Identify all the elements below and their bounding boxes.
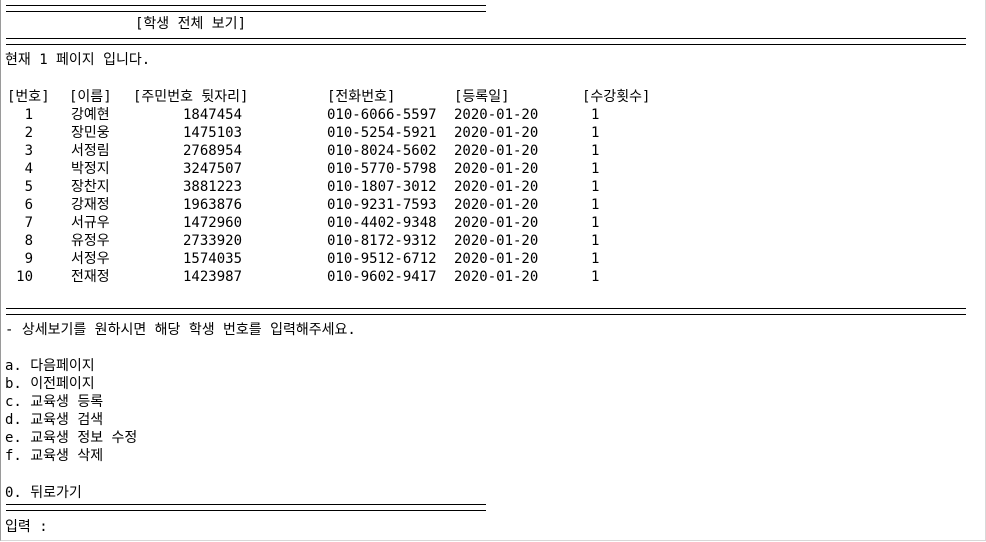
row-ssn: 3247507 [183, 161, 243, 177]
menu-item-edit: e. 교육생 정보 수정 [5, 430, 138, 446]
row-count: 1 [591, 251, 600, 267]
row-name: 장민웅 [71, 125, 110, 141]
table-row: 1 강예현 1847454 010-6066-5597 2020-01-20 1 [1, 106, 701, 124]
table-rule [6, 308, 966, 315]
row-count: 1 [591, 161, 600, 177]
title-rule [6, 38, 966, 45]
row-date: 2020-01-20 [454, 215, 539, 231]
row-ssn: 1472960 [183, 215, 243, 231]
row-ssn: 2768954 [183, 143, 243, 159]
header-number: [번호] [7, 89, 50, 105]
table-row: 7 서규우 1472960 010-4402-9348 2020-01-20 1 [1, 214, 701, 232]
row-ssn: 1423987 [183, 269, 243, 285]
row-count: 1 [591, 179, 600, 195]
row-count: 1 [591, 107, 600, 123]
table-row: 9 서정우 1574035 010-9512-6712 2020-01-20 1 [1, 250, 701, 268]
header-phone: [전화번호] [327, 89, 396, 105]
row-count: 1 [591, 215, 600, 231]
row-name: 장찬지 [71, 179, 110, 195]
row-count: 1 [591, 143, 600, 159]
menu-item-search: d. 교육생 검색 [5, 412, 104, 428]
row-count: 1 [591, 197, 600, 213]
row-count: 1 [591, 269, 600, 285]
row-ssn: 1847454 [183, 107, 243, 123]
row-number: 8 [24, 233, 33, 249]
row-name: 강재정 [71, 197, 110, 213]
top-rule [6, 5, 486, 12]
row-phone: 010-8024-5602 [327, 143, 437, 159]
row-phone: 010-9512-6712 [327, 251, 437, 267]
row-phone: 010-5254-5921 [327, 125, 437, 141]
row-name: 유정우 [71, 233, 110, 249]
row-date: 2020-01-20 [454, 251, 539, 267]
header-count: [수강횟수] [582, 89, 651, 105]
row-number: 1 [24, 107, 33, 123]
row-date: 2020-01-20 [454, 125, 539, 141]
table-row: 5 장찬지 3881223 010-1807-3012 2020-01-20 1 [1, 178, 701, 196]
header-date: [등록일] [454, 89, 510, 105]
menu-item-delete: f. 교육생 삭제 [5, 448, 104, 464]
table-row: 2 장민웅 1475103 010-5254-5921 2020-01-20 1 [1, 124, 701, 142]
row-date: 2020-01-20 [454, 143, 539, 159]
row-date: 2020-01-20 [454, 197, 539, 213]
input-prompt[interactable]: 입력 : [5, 519, 48, 535]
row-number: 5 [24, 179, 33, 195]
row-count: 1 [591, 233, 600, 249]
menu-item-back: 0. 뒤로가기 [5, 485, 82, 501]
row-phone: 010-9602-9417 [327, 269, 437, 285]
row-number: 3 [24, 143, 33, 159]
screen-title: [학생 전체 보기] [135, 16, 246, 32]
row-ssn: 2733920 [183, 233, 243, 249]
row-name: 서규우 [71, 215, 110, 231]
row-date: 2020-01-20 [454, 233, 539, 249]
row-number: 4 [24, 161, 33, 177]
header-name: [이름] [69, 89, 112, 105]
row-date: 2020-01-20 [454, 269, 539, 285]
row-phone: 010-8172-9312 [327, 233, 437, 249]
row-number: 2 [24, 125, 33, 141]
row-phone: 010-4402-9348 [327, 215, 437, 231]
row-name: 서정우 [71, 251, 110, 267]
row-number: 7 [24, 215, 33, 231]
row-ssn: 3881223 [183, 179, 243, 195]
row-date: 2020-01-20 [454, 179, 539, 195]
row-phone: 010-1807-3012 [327, 179, 437, 195]
row-name: 강예현 [71, 107, 110, 123]
row-ssn: 1574035 [183, 251, 243, 267]
row-date: 2020-01-20 [454, 161, 539, 177]
header-ssn: [주민번호 뒷자리] [133, 89, 249, 105]
row-count: 1 [591, 125, 600, 141]
table-row: 4 박정지 3247507 010-5770-5798 2020-01-20 1 [1, 160, 701, 178]
row-phone: 010-5770-5798 [327, 161, 437, 177]
row-name: 전재정 [71, 269, 110, 285]
menu-item-register: c. 교육생 등록 [5, 394, 104, 410]
table-row: 3 서정림 2768954 010-8024-5602 2020-01-20 1 [1, 142, 701, 160]
detail-hint: - 상세보기를 원하시면 해당 학생 번호를 입력해주세요. [5, 322, 356, 338]
table-row: 8 유정우 2733920 010-8172-9312 2020-01-20 1 [1, 232, 701, 250]
row-phone: 010-6066-5597 [327, 107, 437, 123]
row-ssn: 1963876 [183, 197, 243, 213]
row-date: 2020-01-20 [454, 107, 539, 123]
bottom-rule [6, 504, 486, 511]
row-ssn: 1475103 [183, 125, 243, 141]
page-info: 현재 1 페이지 입니다. [5, 52, 151, 68]
row-phone: 010-9231-7593 [327, 197, 437, 213]
table-row: 6 강재정 1963876 010-9231-7593 2020-01-20 1 [1, 196, 701, 214]
row-number: 10 [16, 269, 33, 285]
menu-item-prev-page: b. 이전페이지 [5, 376, 95, 392]
row-name: 박정지 [71, 161, 110, 177]
row-number: 6 [24, 197, 33, 213]
row-name: 서정림 [71, 143, 110, 159]
menu-item-next-page: a. 다음페이지 [5, 358, 95, 374]
row-number: 9 [24, 251, 33, 267]
table-row: 10 전재정 1423987 010-9602-9417 2020-01-20 … [1, 268, 701, 286]
